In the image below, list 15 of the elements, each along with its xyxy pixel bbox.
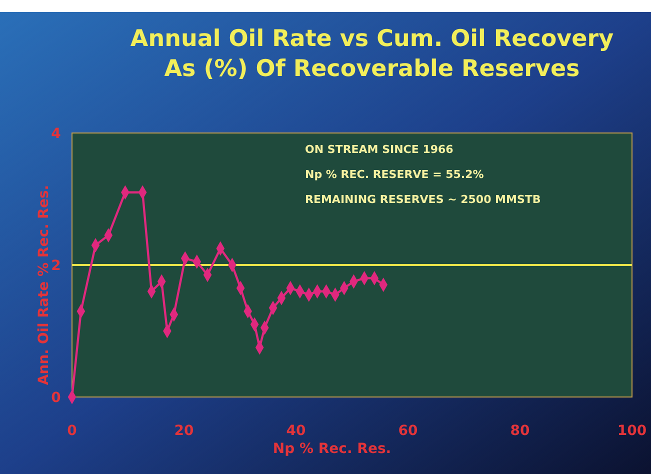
x-tick-label: 20: [174, 423, 194, 439]
annotation: ON STREAM SINCE 1966: [305, 143, 454, 156]
y-tick-label: 2: [51, 258, 61, 274]
chart-title: Annual Oil Rate vs Cum. Oil Recovery As (%) Of Recoverable Reserves: [130, 26, 614, 82]
x-tick-label: 60: [398, 423, 418, 439]
annotation: Np % REC. RESERVE = 55.2%: [305, 168, 484, 181]
y-tick-label: 0: [51, 390, 62, 406]
x-tick-label: 40: [286, 423, 306, 439]
x-tick-label: 0: [67, 423, 78, 439]
annotation: REMAINING RESERVES ~ 2500 MMSTB: [305, 193, 541, 206]
x-axis-title: Np % Rec. Res.: [272, 441, 392, 457]
y-tick-label: 4: [51, 126, 62, 142]
y-axis-title: Ann. Oil Rate % Rec. Res.: [36, 184, 52, 386]
x-tick-label: 100: [617, 423, 647, 439]
x-tick-label: 80: [510, 423, 530, 439]
